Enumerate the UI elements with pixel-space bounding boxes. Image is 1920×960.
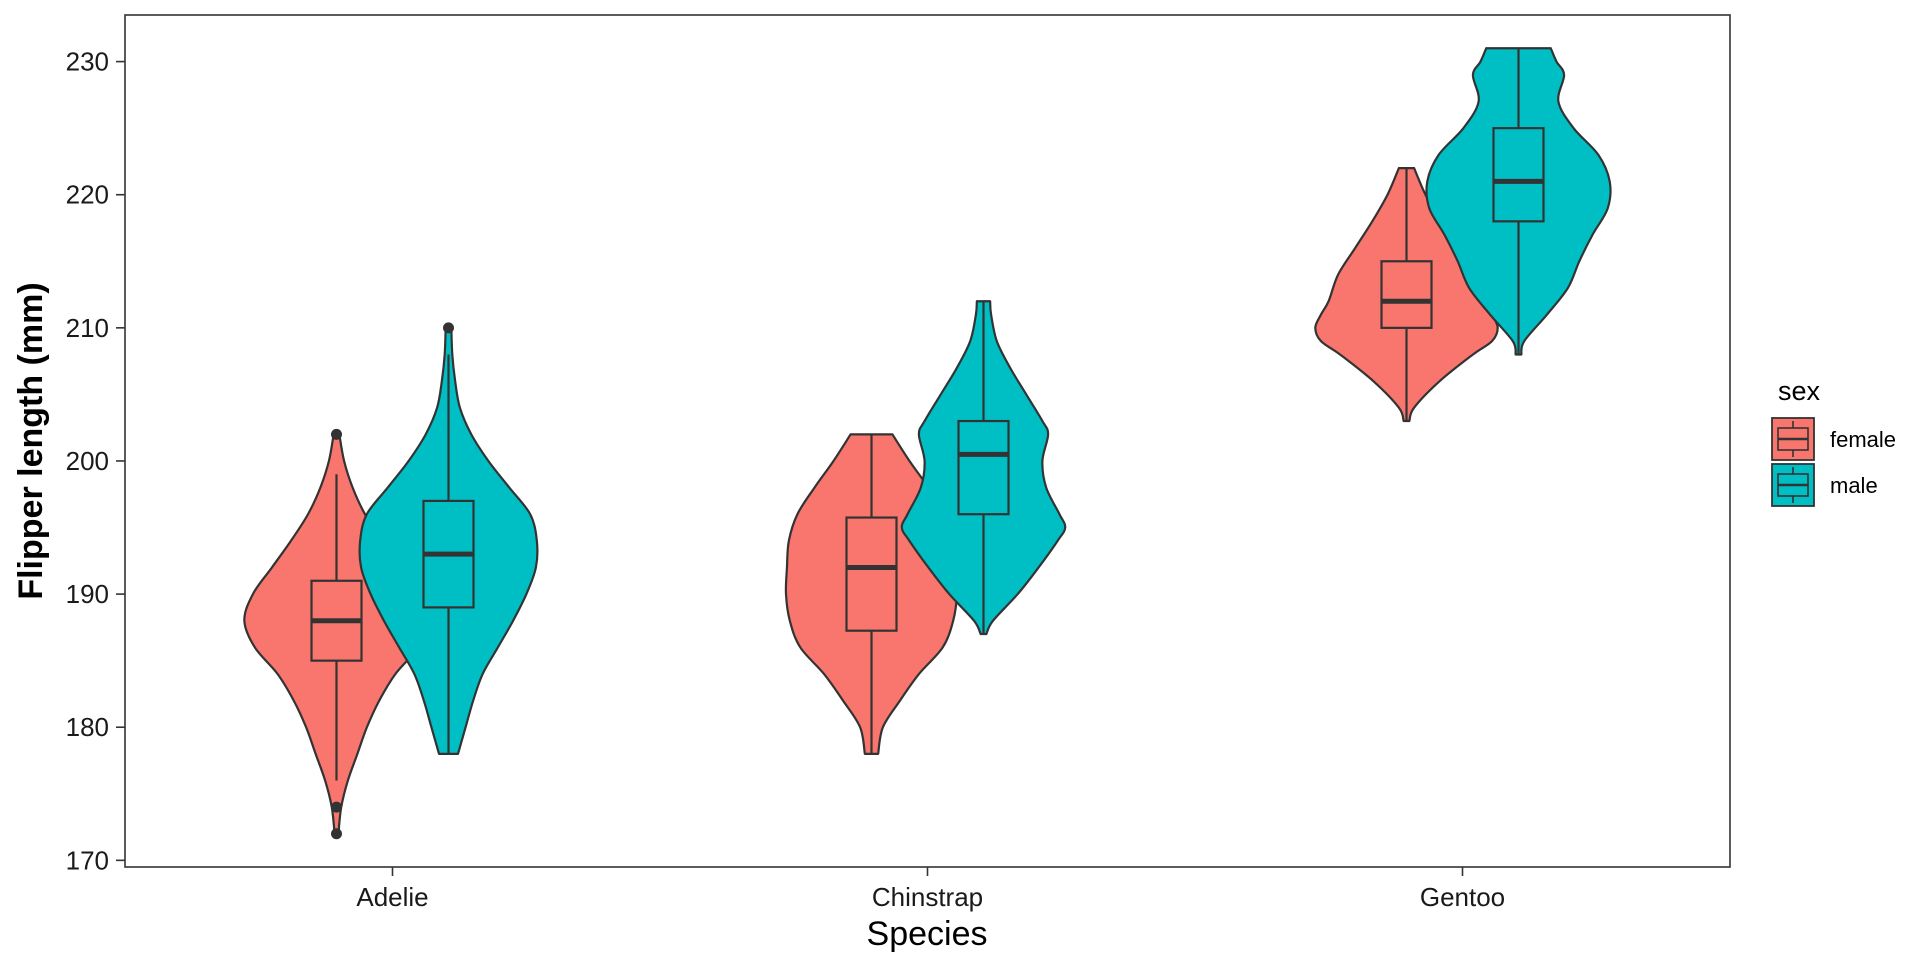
violin-group-chinstrap-male (900, 300, 1067, 636)
outlier-point (331, 428, 342, 440)
violins-layer (243, 47, 1612, 840)
legend-title: sex (1778, 376, 1821, 406)
outlier-point (331, 801, 342, 813)
box-chinstrap-female (845, 516, 898, 632)
violin-group-gentoo-male (1425, 47, 1612, 356)
outlier-point (331, 828, 342, 840)
y-axis-title: Flipper length (mm) (12, 282, 50, 599)
outlier-point (443, 322, 454, 334)
y-tick-label: 220 (66, 180, 109, 210)
y-tick-label: 230 (66, 47, 109, 77)
violin-group-gentoo-female (1314, 166, 1499, 423)
legend-label-female: female (1830, 427, 1896, 452)
legend-key-female: female (1771, 417, 1896, 461)
box-chinstrap-male (957, 419, 1010, 516)
violin-group-adelie-female (243, 428, 430, 840)
legend: sex female male (1771, 376, 1896, 507)
x-axis: Adelie Chinstrap Gentoo (356, 867, 1505, 912)
legend-key-male: male (1771, 463, 1878, 507)
y-tick-label: 190 (66, 579, 109, 609)
y-tick-label: 170 (66, 845, 109, 875)
x-axis-title: Species (867, 915, 988, 953)
x-tick-label: Adelie (356, 882, 428, 912)
violin-group-adelie-male (358, 322, 539, 755)
legend-label-male: male (1830, 473, 1878, 498)
y-tick-label: 180 (66, 712, 109, 742)
y-axis: 170 180 190 200 210 220 230 (66, 47, 125, 875)
box-gentoo-male (1492, 127, 1545, 223)
x-tick-label: Chinstrap (872, 882, 983, 912)
y-tick-label: 210 (66, 313, 109, 343)
x-tick-label: Gentoo (1420, 882, 1505, 912)
box-gentoo-female (1380, 260, 1433, 329)
y-tick-label: 200 (66, 446, 109, 476)
legend-items: female male (1771, 417, 1896, 507)
